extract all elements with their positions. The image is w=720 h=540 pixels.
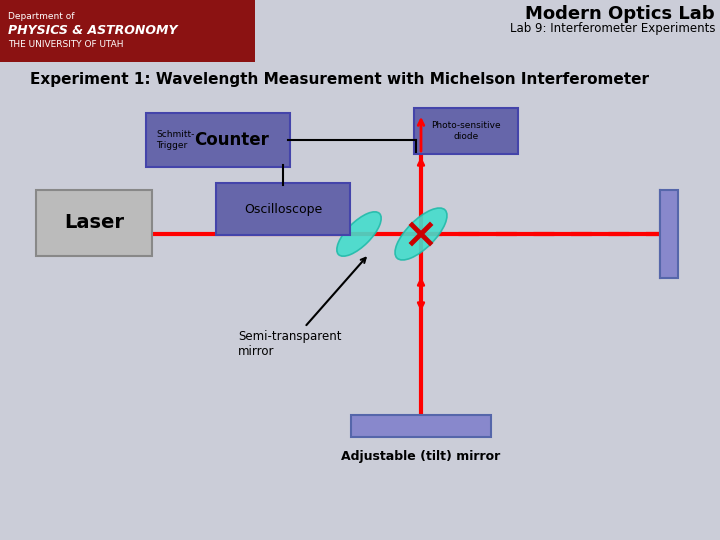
Bar [0,0,255,62]
Text: Schmitt-
Trigger: Schmitt- Trigger [156,130,194,150]
FancyBboxPatch shape [414,108,518,154]
Text: Experiment 1: Wavelength Measurement with Michelson Interferometer: Experiment 1: Wavelength Measurement wit… [30,72,649,87]
FancyBboxPatch shape [36,190,152,256]
Text: Lab 9: Interferometer Experiments: Lab 9: Interferometer Experiments [510,22,715,35]
Text: Modern Optics Lab: Modern Optics Lab [526,5,715,23]
Text: PHYSICS & ASTRONOMY: PHYSICS & ASTRONOMY [8,24,178,37]
Text: Laser: Laser [64,213,124,233]
Ellipse shape [395,208,447,260]
Text: THE UNIVERSITY OF UTAH: THE UNIVERSITY OF UTAH [8,40,124,49]
Text: Semi-transparent
mirror: Semi-transparent mirror [238,258,366,358]
Text: Adjustable (tilt) mirror: Adjustable (tilt) mirror [341,450,500,463]
FancyBboxPatch shape [146,113,290,167]
Bar [660,190,678,278]
Text: Department of: Department of [8,12,74,21]
Text: Counter: Counter [194,131,269,149]
Ellipse shape [337,212,381,256]
Text: Photo-sensitive
diode: Photo-sensitive diode [431,122,501,141]
Text: Oscilloscope: Oscilloscope [244,202,322,215]
Bar [351,415,491,437]
FancyBboxPatch shape [216,183,350,235]
